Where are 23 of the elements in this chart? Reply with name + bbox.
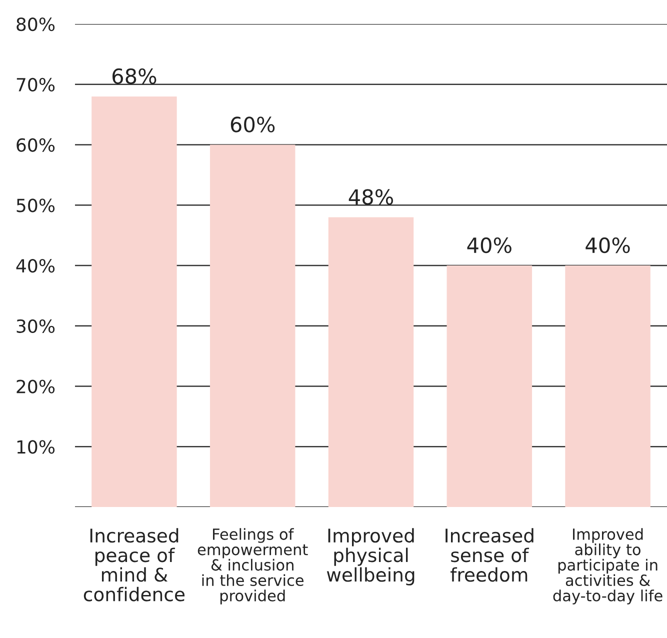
y-tick-label: 10% [17, 440, 55, 454]
bar [92, 96, 177, 507]
x-tick-label: Improved physical wellbeing [326, 528, 414, 586]
y-tick-label: 40% [16, 258, 55, 273]
bar [210, 144, 296, 507]
data-label: 60% [230, 116, 275, 132]
x-tick-label: Increased peace of mind & confidence [84, 528, 185, 602]
y-tick-label: 30% [16, 319, 55, 333]
bar [565, 266, 650, 507]
bar [328, 217, 414, 507]
y-tick-label: 20% [16, 380, 55, 394]
data-label: 48% [348, 189, 394, 205]
bar [446, 266, 532, 507]
data-label: 40% [586, 237, 630, 254]
data-label: 68% [112, 68, 156, 84]
data-label: 40% [467, 237, 512, 254]
y-tick-label: 70% [16, 78, 55, 92]
y-tick-label: 80% [16, 17, 55, 32]
y-tick-label: 50% [16, 198, 55, 212]
x-tick-label: Increased sense of freedom [446, 528, 534, 582]
x-tick-label: Feelings of empowerment & inclusion in the service provided [198, 528, 308, 604]
x-tick-label: Improved ability to participate in activities & day-to-day life [553, 528, 662, 604]
y-tick-label: 60% [16, 138, 55, 152]
